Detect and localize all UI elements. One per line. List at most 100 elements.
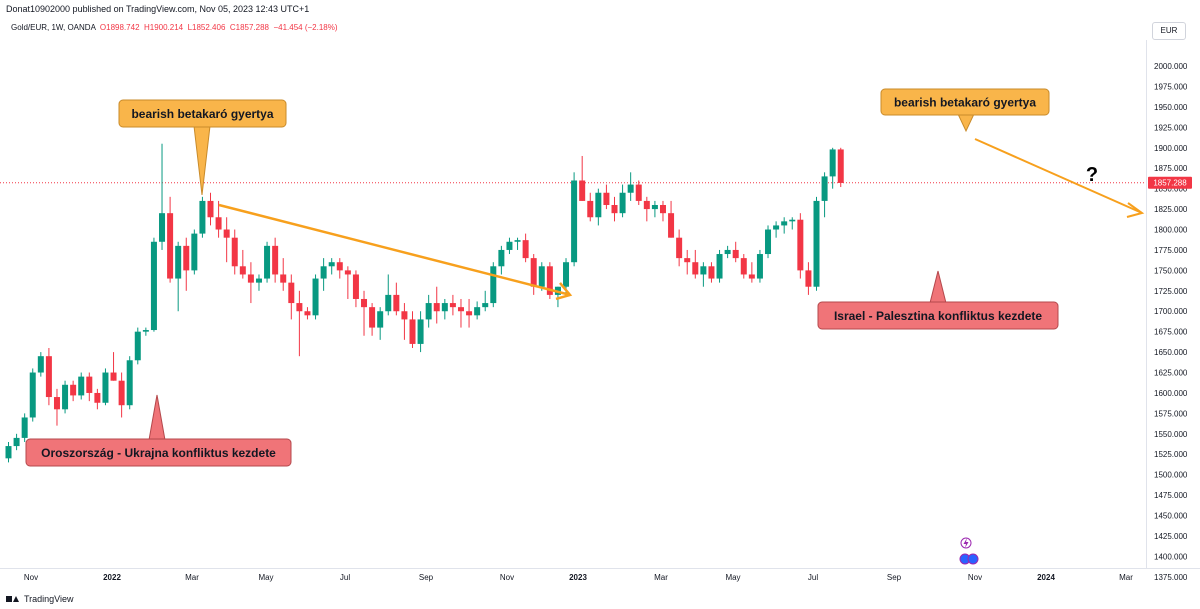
- candle-body: [45, 356, 52, 398]
- lightning-glyph-icon: [963, 538, 969, 548]
- y-tick-label: 1900.000: [1154, 144, 1188, 153]
- candle-body: [571, 180, 578, 263]
- x-tick-label: 2022: [103, 573, 121, 582]
- candle-body: [490, 266, 497, 304]
- projection-arrow: [974, 138, 1143, 214]
- candle-body: [813, 200, 820, 287]
- candle-body: [264, 245, 271, 279]
- y-tick-label: 1500.000: [1154, 471, 1188, 480]
- y-tick-label: 1375.000: [1154, 573, 1188, 582]
- candle-body: [805, 270, 812, 287]
- y-tick-label: 1725.000: [1154, 287, 1188, 296]
- candle-body: [328, 262, 335, 267]
- candle-body: [546, 266, 553, 295]
- tradingview-logo-icon: [6, 595, 20, 603]
- y-tick-label: 1650.000: [1154, 348, 1188, 357]
- candle-body: [441, 303, 448, 312]
- candle-body: [651, 205, 658, 210]
- candle-body: [110, 372, 117, 381]
- callout-text: Oroszország - Ukrajna konfliktus kezdete: [41, 446, 276, 460]
- candle-body: [708, 266, 715, 279]
- callout-box: [880, 88, 1050, 116]
- x-tick-label: 2024: [1037, 573, 1055, 582]
- candle-body: [94, 392, 101, 403]
- footer-brand-label: TradingView: [24, 594, 74, 604]
- candle-body: [175, 245, 182, 279]
- y-tick-label: 1750.000: [1154, 266, 1188, 275]
- candle-body: [789, 219, 796, 222]
- y-tick-label: 1675.000: [1154, 328, 1188, 337]
- y-tick-label: 1450.000: [1154, 512, 1188, 521]
- candle-body: [207, 200, 214, 218]
- candle-body: [21, 417, 28, 438]
- close-value: C1857.288: [229, 23, 270, 32]
- candle-body: [37, 356, 44, 373]
- y-tick-label: 1925.000: [1154, 123, 1188, 132]
- x-tick-label: May: [258, 573, 273, 582]
- candle-body: [514, 240, 521, 242]
- candle-body: [740, 258, 747, 275]
- candle-body: [579, 180, 586, 201]
- candle-body: [684, 258, 691, 263]
- candle-body: [393, 294, 400, 312]
- x-tick-label: Nov: [968, 573, 982, 582]
- y-tick-label: 1600.000: [1154, 389, 1188, 398]
- candle-body: [781, 221, 788, 226]
- y-tick-label: 1400.000: [1154, 552, 1188, 561]
- callout-pointer: [929, 270, 947, 304]
- candle-body: [474, 307, 481, 316]
- candle-body: [361, 298, 368, 308]
- candle-body: [377, 311, 384, 328]
- y-tick-label: 1475.000: [1154, 491, 1188, 500]
- candle-body: [401, 311, 408, 320]
- y-tick-label: 1550.000: [1154, 430, 1188, 439]
- candle-body: [643, 200, 650, 210]
- currency-button[interactable]: EUR: [1152, 22, 1186, 40]
- last-price-label: 1857.288: [1153, 179, 1187, 188]
- x-tick-label: May: [725, 573, 740, 582]
- candle-body: [522, 240, 529, 259]
- candle-body: [320, 266, 327, 279]
- y-tick-label: 1850.000: [1154, 185, 1188, 194]
- candle-body: [53, 397, 60, 410]
- y-tick-label: 1800.000: [1154, 226, 1188, 235]
- y-tick-label: 1875.000: [1154, 164, 1188, 173]
- candle-body: [425, 303, 432, 320]
- candle-body: [134, 331, 141, 361]
- high-value: H1900.214: [143, 23, 184, 32]
- ohlc-legend: Gold/EUR, 1W, OANDA O1898.742 H1900.214 …: [11, 23, 338, 32]
- candle-body: [296, 303, 303, 312]
- candle-body: [78, 376, 85, 396]
- candle-body: [280, 274, 287, 283]
- candle-body: [159, 213, 166, 242]
- candle-body: [142, 330, 149, 332]
- candle-body: [29, 372, 36, 418]
- callout-box: [118, 99, 287, 128]
- y-tick-label: 1575.000: [1154, 409, 1188, 418]
- candle-body: [797, 219, 804, 271]
- footer-brand: TradingView: [6, 594, 74, 604]
- candle-body: [344, 270, 351, 275]
- candle-body: [191, 233, 198, 271]
- y-tick-label: 1525.000: [1154, 450, 1188, 459]
- candle-body: [700, 266, 707, 275]
- candle-body: [86, 376, 93, 393]
- candle-body: [288, 282, 295, 304]
- candle-body: [369, 307, 376, 328]
- callout-bearish-2022: bearish betakaró gyertya: [118, 99, 287, 196]
- candle-body: [748, 274, 755, 279]
- candle-body: [627, 184, 634, 193]
- x-tick-label: Sep: [887, 573, 902, 582]
- callout-bearish-2023: bearish betakaró gyertya: [880, 88, 1050, 133]
- candle-body: [433, 303, 440, 312]
- event-dot-icon: [967, 553, 979, 565]
- candle-body: [837, 149, 844, 183]
- callout-pointer: [148, 394, 166, 441]
- y-tick-label: 2000.000: [1154, 62, 1188, 71]
- candle-body: [239, 266, 246, 275]
- callout-text: bearish betakaró gyertya: [131, 107, 273, 121]
- publisher-line: Donat10902000 published on TradingView.c…: [6, 4, 310, 14]
- candle-body: [724, 249, 731, 255]
- y-tick-label: 1825.000: [1154, 205, 1188, 214]
